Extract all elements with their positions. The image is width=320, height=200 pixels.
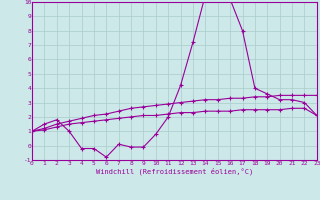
X-axis label: Windchill (Refroidissement éolien,°C): Windchill (Refroidissement éolien,°C) — [96, 167, 253, 175]
